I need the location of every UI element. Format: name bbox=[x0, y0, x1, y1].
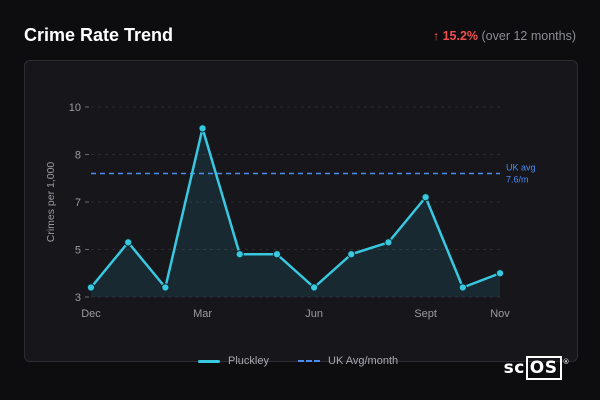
data-point bbox=[272, 250, 282, 259]
y-tick-label: 3 bbox=[75, 292, 81, 304]
legend-swatch-solid bbox=[198, 359, 220, 363]
y-tick-label: 10 bbox=[69, 102, 81, 114]
series-line-pluckley bbox=[89, 127, 502, 289]
legend-label-uk-avg: UK Avg/month bbox=[328, 355, 399, 367]
chart-panel bbox=[24, 60, 578, 362]
data-point bbox=[384, 238, 393, 247]
data-point bbox=[421, 193, 430, 202]
x-tick-label: Sept bbox=[414, 308, 437, 320]
scos-logo: sc OS ® bbox=[503, 356, 570, 380]
data-point bbox=[458, 283, 467, 292]
x-tick-label: Jun bbox=[305, 308, 323, 320]
data-point bbox=[309, 283, 319, 292]
data-point bbox=[347, 250, 356, 259]
data-point bbox=[495, 269, 505, 278]
legend-item-uk-avg[interactable]: UK Avg/month bbox=[298, 355, 398, 367]
change-indicator: ↑ 15.2% (over 12 months) bbox=[433, 29, 576, 43]
x-tick-label: Dec bbox=[81, 308, 101, 320]
y-axis-label: Crimes per 1,000 bbox=[45, 162, 57, 243]
uk-average-label: UK avg bbox=[506, 163, 536, 173]
change-period: (over 12 months) bbox=[481, 29, 576, 43]
uk-average-value-label: 7.6/m bbox=[506, 175, 529, 185]
legend-swatch-dashed bbox=[298, 360, 320, 362]
legend-item-pluckley[interactable]: Pluckley bbox=[198, 355, 269, 367]
y-tick-label: 5 bbox=[75, 245, 81, 257]
x-tick-label: Mar bbox=[193, 308, 212, 320]
y-tick-label: 7 bbox=[75, 197, 81, 209]
legend-label-pluckley: Pluckley bbox=[228, 355, 269, 367]
data-point bbox=[235, 250, 244, 259]
y-tick-label: 8 bbox=[75, 150, 81, 162]
chart-title: Crime Rate Trend bbox=[24, 25, 174, 45]
data-point bbox=[86, 283, 96, 292]
chart-legend: Pluckley UK Avg/month bbox=[0, 355, 600, 371]
data-point bbox=[124, 238, 133, 247]
data-point bbox=[161, 283, 170, 292]
trend-up-icon: ↑ bbox=[432, 29, 440, 43]
data-point bbox=[198, 124, 207, 133]
change-percent: 15.2% bbox=[442, 29, 479, 43]
x-tick-label: Nov bbox=[490, 308, 510, 320]
